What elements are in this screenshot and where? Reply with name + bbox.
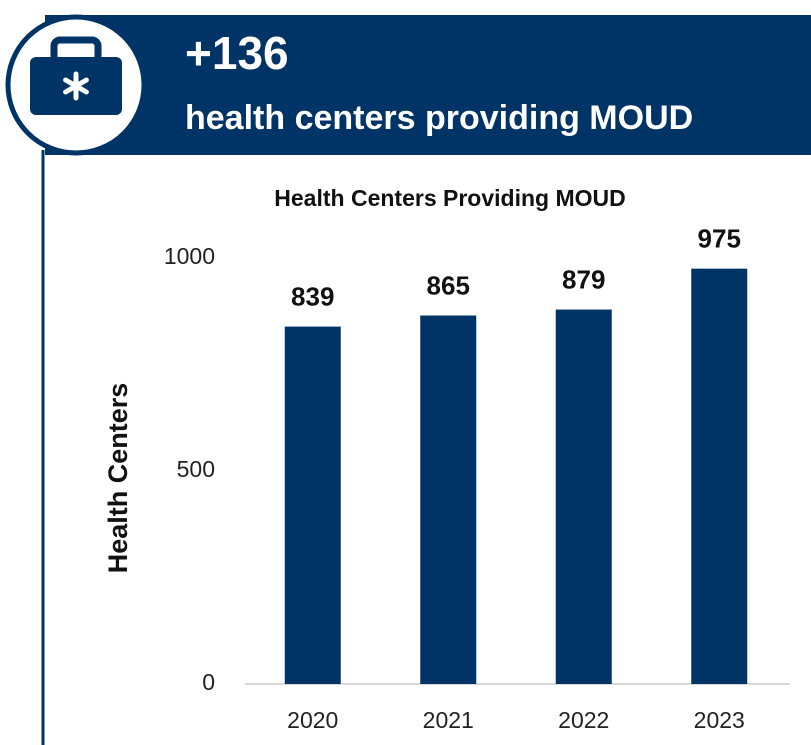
chart-title: Health Centers Providing MOUD <box>274 185 625 211</box>
y-tick-label: 0 <box>202 669 215 695</box>
bar <box>691 268 748 684</box>
banner <box>45 15 811 155</box>
banner-stat: +136 <box>185 27 289 79</box>
banner-text: health centers providing MOUD <box>185 99 693 137</box>
value-label: 865 <box>427 270 470 300</box>
value-label: 879 <box>562 264 605 294</box>
bar <box>420 315 477 684</box>
briefcase-icon <box>30 36 122 115</box>
value-label: 975 <box>698 224 741 254</box>
bar <box>555 309 612 684</box>
y-tick-label: 500 <box>177 456 215 482</box>
value-label: 839 <box>291 281 334 311</box>
bar <box>284 326 341 684</box>
x-tick-label: 2023 <box>694 707 745 733</box>
y-tick-label: 1000 <box>164 243 215 269</box>
x-tick-label: 2022 <box>558 707 609 733</box>
x-tick-label: 2020 <box>287 707 338 733</box>
y-axis-label: Health Centers <box>103 383 133 574</box>
x-tick-label: 2021 <box>423 707 474 733</box>
